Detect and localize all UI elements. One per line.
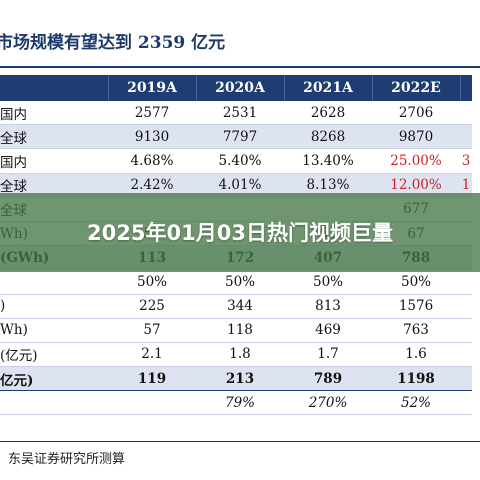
table-row: 国内 4.68% 5.40% 13.40% 25.00% 3 bbox=[0, 148, 472, 174]
table-row: 79% 270% 52% bbox=[0, 390, 472, 416]
table-cell: 225 bbox=[108, 294, 196, 319]
table-cell: 50% bbox=[284, 269, 372, 295]
table-row: 亿元) 119 213 789 1198 bbox=[0, 366, 472, 392]
table-cell: 213 bbox=[196, 366, 284, 392]
column-header: 2021A bbox=[283, 75, 372, 101]
table-cell: 50% bbox=[372, 269, 460, 295]
banner-title[interactable]: 2025年01月03日热门视频巨量 bbox=[87, 220, 393, 245]
table-cell-cut bbox=[460, 269, 472, 295]
table-row: Wh) 57 118 469 763 bbox=[0, 318, 472, 343]
table-cell: 1.7 bbox=[284, 342, 372, 368]
row-label: 亿元) bbox=[0, 366, 108, 392]
title-divider bbox=[0, 66, 480, 68]
column-header: 2020A bbox=[195, 75, 284, 101]
table-cell: 1198 bbox=[372, 366, 460, 392]
table-cell: 118 bbox=[196, 318, 284, 343]
table-cell: 79% bbox=[196, 390, 284, 416]
table-cell: 813 bbox=[284, 294, 372, 319]
column-header bbox=[459, 75, 472, 101]
row-label: 国内 bbox=[0, 101, 108, 126]
table-cell: 7797 bbox=[196, 124, 284, 150]
table-cell-cut: 3 bbox=[460, 148, 472, 174]
table-cell: 1.8 bbox=[196, 342, 284, 368]
table-cell-cut bbox=[460, 342, 472, 368]
table-cell-cut bbox=[460, 124, 472, 150]
row-label bbox=[0, 269, 108, 295]
table-row: (亿元) 2.1 1.8 1.7 1.6 bbox=[0, 342, 472, 368]
table-cell: 270% bbox=[284, 390, 372, 416]
row-label: Wh) bbox=[0, 318, 108, 343]
overlay-banner[interactable]: 2025年01月03日热门视频巨量 bbox=[0, 193, 480, 272]
table-cell: 789 bbox=[284, 366, 372, 392]
table-cell: 119 bbox=[108, 366, 196, 392]
table-cell: 8268 bbox=[284, 124, 372, 150]
column-header: 2019A bbox=[107, 75, 196, 101]
source-divider bbox=[0, 441, 480, 442]
table-cell: 5.40% bbox=[196, 148, 284, 174]
table-row: 国内 2577 2531 2628 2706 bbox=[0, 101, 472, 126]
table-row: 全球 9130 7797 8268 9870 bbox=[0, 124, 472, 150]
table-cell: 469 bbox=[284, 318, 372, 343]
page-title: 市场规模有望达到 2359 亿元 bbox=[0, 33, 226, 53]
table-cell-cut bbox=[460, 294, 472, 319]
table-cell-cut bbox=[460, 366, 472, 392]
table-cell: 763 bbox=[372, 318, 460, 343]
column-header: 2022E bbox=[371, 75, 460, 101]
row-label: (亿元) bbox=[0, 342, 108, 368]
table-cell: 1576 bbox=[372, 294, 460, 319]
table-cell: 9130 bbox=[108, 124, 196, 150]
table-cell: 2531 bbox=[196, 101, 284, 126]
column-header bbox=[0, 75, 108, 101]
table-cell: 2706 bbox=[372, 101, 460, 126]
table-cell: 52% bbox=[372, 390, 460, 416]
table-cell: 9870 bbox=[372, 124, 460, 150]
row-label bbox=[0, 390, 108, 416]
table-cell: 2.1 bbox=[108, 342, 196, 368]
table-cell: 2628 bbox=[284, 101, 372, 126]
table-cell: 50% bbox=[196, 269, 284, 295]
table-cell: 57 bbox=[108, 318, 196, 343]
row-label: ) bbox=[0, 294, 108, 319]
row-label: 全球 bbox=[0, 124, 108, 150]
table-cell-cut: 1 bbox=[460, 173, 472, 198]
table-cell: 344 bbox=[196, 294, 284, 319]
table-header-row: 2019A 2020A 2021A 2022E bbox=[0, 75, 472, 101]
table-cell bbox=[108, 390, 196, 416]
table-row: 50% 50% 50% 50% bbox=[0, 269, 472, 295]
source-note: 东吴证券研究所测算 bbox=[8, 452, 126, 467]
table-cell: 4.68% bbox=[108, 148, 196, 174]
table-cell-cut bbox=[460, 101, 472, 126]
table-cell: 2577 bbox=[108, 101, 196, 126]
table-cell: 13.40% bbox=[284, 148, 372, 174]
row-label: 国内 bbox=[0, 148, 108, 174]
table-cell: 50% bbox=[108, 269, 196, 295]
table-cell: 25.00% bbox=[372, 148, 460, 174]
table-cell: 1.6 bbox=[372, 342, 460, 368]
table-cell-cut bbox=[460, 318, 472, 343]
table-cell-cut bbox=[460, 390, 472, 416]
table-row: ) 225 344 813 1576 bbox=[0, 294, 472, 319]
